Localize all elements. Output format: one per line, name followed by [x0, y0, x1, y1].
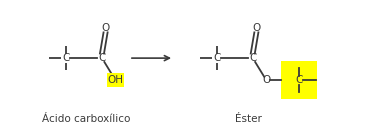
Text: O: O: [101, 23, 110, 33]
Text: O: O: [262, 75, 270, 85]
Bar: [281, 61, 317, 99]
Text: C: C: [213, 53, 220, 63]
Text: O: O: [252, 23, 260, 33]
Bar: [107, 73, 124, 87]
Text: C: C: [98, 53, 106, 63]
Text: C: C: [295, 75, 302, 85]
Text: Ácido carboxílico: Ácido carboxílico: [42, 114, 131, 124]
Text: Éster: Éster: [235, 114, 262, 124]
Text: C: C: [62, 53, 70, 63]
Text: C: C: [249, 53, 257, 63]
Text: OH: OH: [108, 75, 124, 85]
